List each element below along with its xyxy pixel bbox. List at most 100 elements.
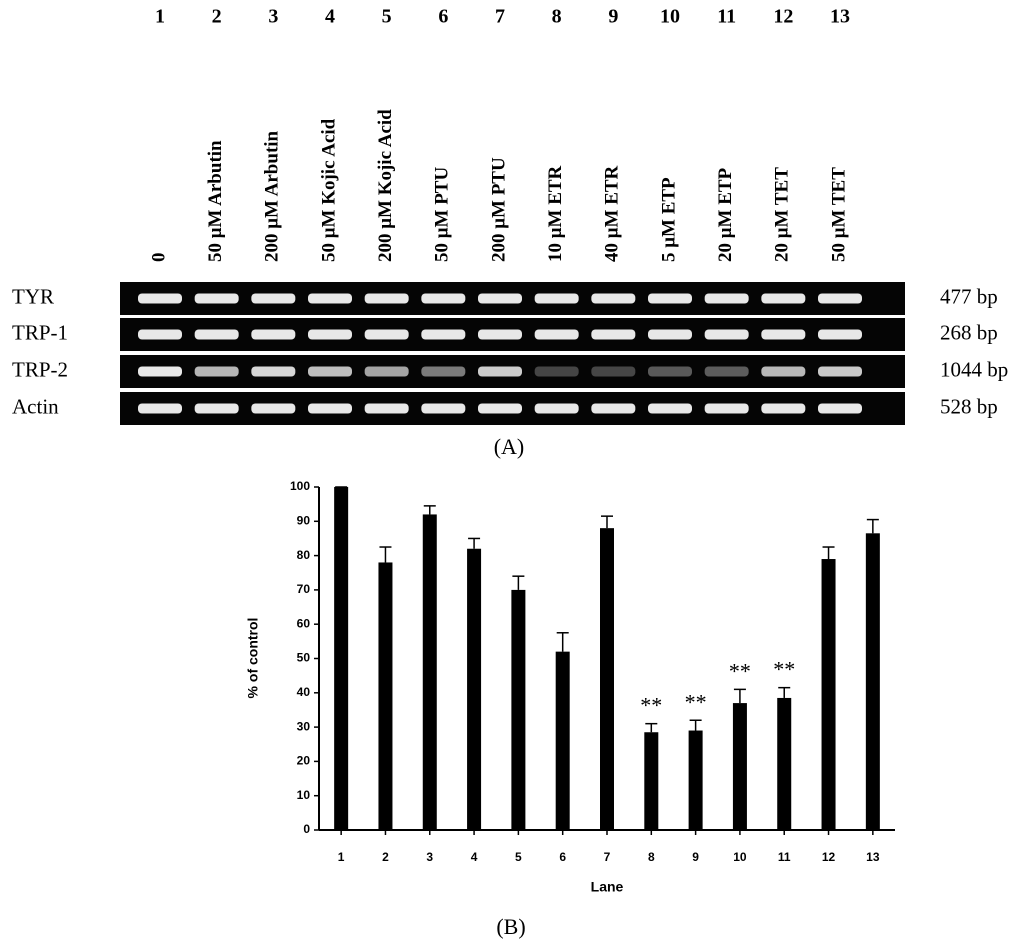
lane-number: 13 <box>830 6 850 28</box>
bar <box>821 559 836 830</box>
x-tick-label: 4 <box>471 850 478 864</box>
gel-band <box>704 293 749 304</box>
panel-label: (A) <box>494 434 525 459</box>
gel-band <box>364 329 409 340</box>
gel-band <box>478 366 522 377</box>
gel-band <box>534 366 579 377</box>
gel-band <box>138 366 182 377</box>
gel-band <box>364 403 409 414</box>
gel-band <box>194 293 239 304</box>
gene-name: TYR <box>12 284 54 308</box>
y-tick-label: 30 <box>297 719 311 733</box>
bar <box>378 562 393 830</box>
x-tick-label: 9 <box>692 850 699 864</box>
gel-band <box>194 403 239 414</box>
treatment-label: 50 μM Arbutin <box>205 140 226 262</box>
lane-number: 9 <box>608 6 618 28</box>
gel-band <box>704 366 749 377</box>
gel-band <box>478 293 522 304</box>
gel-band <box>251 366 296 377</box>
gel-band <box>591 293 636 304</box>
x-tick-label: 7 <box>604 850 611 864</box>
product-size: 477 bp <box>940 284 998 308</box>
bar <box>732 703 747 830</box>
panel-label: (B) <box>496 914 525 939</box>
treatment-label: 20 μM TET <box>772 167 793 262</box>
gel-band <box>478 329 522 340</box>
gel-band <box>704 403 749 414</box>
y-tick-label: 70 <box>297 582 311 596</box>
y-tick-label: 100 <box>290 479 310 493</box>
treatment-label: 5 μM ETP <box>658 177 679 262</box>
gel-band <box>761 366 806 377</box>
y-tick-label: 20 <box>297 754 311 768</box>
lane-number: 7 <box>495 6 505 28</box>
gel-band <box>364 366 409 377</box>
y-tick-label: 60 <box>297 616 311 630</box>
gene-name: TRP-1 <box>12 320 68 344</box>
lane-number: 4 <box>325 6 335 28</box>
gel-band <box>308 293 352 304</box>
gel-band <box>251 329 296 340</box>
x-tick-label: 5 <box>515 850 522 864</box>
gel-band <box>704 329 749 340</box>
gel-band <box>421 403 466 414</box>
treatment-label: 0 <box>148 253 169 263</box>
treatment-label: 50 μM TET <box>828 167 849 262</box>
y-axis-label: % of control <box>245 618 261 699</box>
bar <box>555 651 570 830</box>
gel-band <box>591 366 636 377</box>
x-tick-label: 3 <box>426 850 433 864</box>
gel-band <box>818 403 862 414</box>
gel-band <box>138 293 182 304</box>
gel-band <box>421 329 466 340</box>
significance-label: ** <box>729 658 751 683</box>
gel-band <box>534 293 579 304</box>
gel-band <box>308 403 352 414</box>
treatment-label: 50 μM Kojic Acid <box>318 118 339 262</box>
bar <box>777 697 792 830</box>
gel-band <box>534 329 579 340</box>
gel-band <box>648 329 692 340</box>
gel-band <box>818 329 862 340</box>
significance-label: ** <box>773 657 795 682</box>
y-tick-label: 40 <box>297 685 311 699</box>
gel-band <box>761 329 806 340</box>
gel-band <box>364 293 409 304</box>
gel-band <box>194 329 239 340</box>
y-tick-label: 0 <box>303 822 310 836</box>
gel-band <box>308 366 352 377</box>
bar <box>600 528 614 830</box>
x-tick-label: 13 <box>866 850 880 864</box>
treatment-label: 200 μM PTU <box>488 157 509 262</box>
gene-name: TRP-2 <box>12 357 68 381</box>
lane-number: 5 <box>382 6 392 28</box>
x-tick-label: 12 <box>822 850 836 864</box>
x-tick-label: 11 <box>778 850 791 864</box>
treatment-label: 200 μM Arbutin <box>262 130 283 262</box>
treatment-label: 20 μM ETP <box>715 167 736 262</box>
gel-panel: (A) <box>494 434 525 459</box>
y-tick-label: 10 <box>297 788 311 802</box>
gel-band <box>761 403 806 414</box>
treatment-label: 40 μM ETR <box>602 165 623 262</box>
gel-band <box>761 293 806 304</box>
gel-band <box>648 403 692 414</box>
gel-band <box>251 293 296 304</box>
gel-band <box>478 403 522 414</box>
x-tick-label: 10 <box>733 850 747 864</box>
bar-panel: (B) Lane % of control <box>245 618 624 939</box>
y-tick-label: 80 <box>297 548 311 562</box>
x-tick-label: 8 <box>648 850 655 864</box>
bar <box>688 730 703 830</box>
treatment-label: 50 μM PTU <box>432 167 453 262</box>
x-axis-label: Lane <box>591 879 624 895</box>
significance-label: ** <box>640 693 662 718</box>
lane-number: 1 <box>155 6 165 28</box>
bar <box>334 487 349 830</box>
gel-band <box>534 403 579 414</box>
bar <box>865 533 880 830</box>
bar <box>467 548 482 830</box>
lane-number: 12 <box>773 6 793 28</box>
